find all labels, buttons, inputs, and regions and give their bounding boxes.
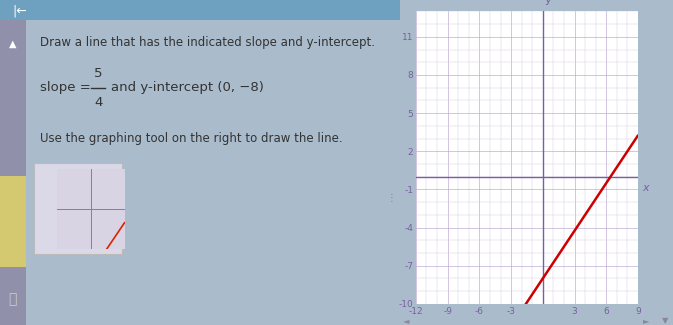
Text: ►: ► [643,316,649,325]
Text: slope =: slope = [40,81,95,94]
Text: ▼: ▼ [662,316,668,325]
Text: ◄: ◄ [403,316,410,325]
Text: Use the graphing tool on the right to draw the line.: Use the graphing tool on the right to dr… [40,132,343,145]
Bar [0,0,400,20]
Text: Draw a line that has the indicated slope and y-intercept.: Draw a line that has the indicated slope… [40,36,375,49]
Text: and y-intercept (0, −8): and y-intercept (0, −8) [111,81,264,94]
Text: 4: 4 [94,96,102,109]
Text: ▲: ▲ [9,39,17,49]
Text: y: y [545,0,551,5]
Text: |←: |← [12,5,27,18]
Text: graph: graph [68,224,102,237]
Text: Click to: Click to [63,188,107,201]
Bar [0,176,26,266]
Text: x: x [642,183,649,193]
Text: 5: 5 [94,67,102,80]
Bar [0,20,26,325]
Bar [34,162,122,254]
Text: ⋮: ⋮ [387,193,396,203]
Text: 👆: 👆 [9,292,17,306]
Text: enlarge: enlarge [63,206,108,219]
